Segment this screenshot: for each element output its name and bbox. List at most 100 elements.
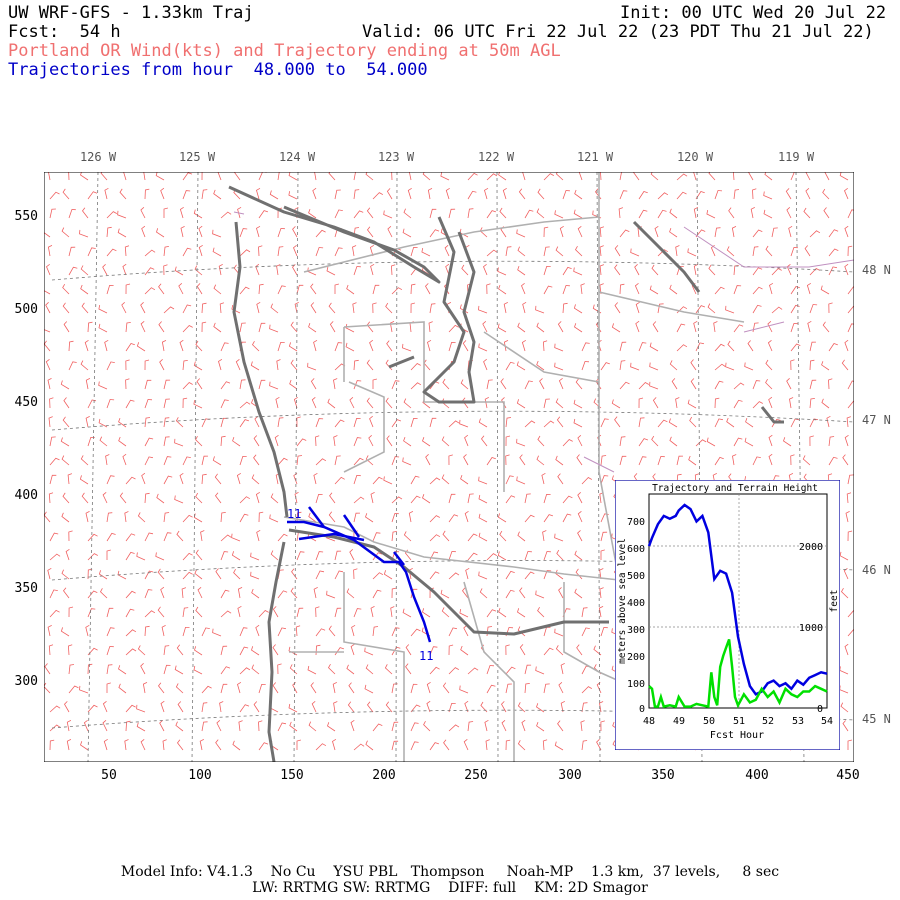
model-info-line2: LW: RRTMG SW: RRTMG DIFF: full KM: 2D Sm… <box>252 880 648 896</box>
wind-barb <box>635 320 640 333</box>
wind-barb <box>708 264 716 276</box>
lon-label: 126 W <box>79 150 117 164</box>
wind-barb <box>220 417 228 428</box>
wind-barb <box>125 399 135 409</box>
wind-barb <box>847 209 854 219</box>
wind-barb <box>442 378 450 390</box>
wind-barb <box>763 191 773 200</box>
wind-barb <box>238 720 243 732</box>
wind-barb <box>747 340 754 352</box>
wind-barb <box>175 721 184 732</box>
wind-barb <box>270 493 279 504</box>
wind-barb <box>144 610 156 618</box>
wind-barb <box>599 283 604 295</box>
wind-barb <box>726 417 735 428</box>
wind-barb <box>562 190 570 200</box>
wind-barb <box>220 342 229 352</box>
lon-label: 120 W <box>676 150 714 164</box>
wind-barb <box>296 438 307 447</box>
wind-barb <box>517 740 526 751</box>
wind-barb <box>351 624 356 637</box>
wind-barb <box>49 532 59 542</box>
wind-barb <box>194 265 203 276</box>
wind-barb <box>482 321 488 333</box>
wind-barb <box>200 530 205 542</box>
wind-barb <box>235 358 241 371</box>
wind-barb <box>239 379 246 390</box>
wind-barb <box>137 645 146 656</box>
wind-barb <box>402 343 412 352</box>
wind-barb <box>405 663 412 675</box>
wind-barb <box>67 644 73 656</box>
wind-barb <box>429 646 438 656</box>
wind-barb <box>448 514 459 523</box>
wind-barb <box>352 302 357 314</box>
wind-barb <box>478 305 488 314</box>
wind-barb <box>842 720 849 732</box>
wind-barb <box>47 378 52 390</box>
wind-barb <box>293 396 298 409</box>
wind-barb <box>516 476 526 485</box>
wind-barb <box>49 553 61 561</box>
wind-barb <box>365 455 374 466</box>
wind-barb <box>239 286 250 295</box>
wind-barb <box>160 700 165 713</box>
wind-barb <box>536 703 545 713</box>
wind-barb <box>201 455 209 466</box>
wind-barb <box>239 228 248 238</box>
wind-barb <box>728 207 735 219</box>
wind-barb <box>85 416 90 428</box>
wind-barb <box>405 644 412 656</box>
state-county-borders <box>283 172 745 762</box>
wind-barb <box>277 533 288 542</box>
wind-barb <box>62 302 70 314</box>
wind-barb <box>516 399 526 409</box>
x-tick-label: 100 <box>188 768 212 783</box>
wind-barb <box>790 172 799 181</box>
wind-barb <box>296 607 304 618</box>
wind-barb <box>163 207 168 218</box>
inset-x-tick: 50 <box>703 716 715 727</box>
wind-barb <box>157 682 165 694</box>
wind-barb <box>49 457 60 466</box>
wind-barb <box>220 435 226 447</box>
wind-barb <box>828 229 839 238</box>
wind-barb <box>329 492 336 504</box>
wind-barb <box>809 435 814 447</box>
wind-barb <box>232 436 241 447</box>
county-lines <box>233 211 854 473</box>
wind-barb <box>695 191 705 200</box>
wind-barb <box>708 172 716 181</box>
wind-barb <box>577 510 583 523</box>
wind-barb <box>805 172 811 181</box>
wind-barb <box>634 264 640 276</box>
wind-barb <box>102 264 108 276</box>
wind-barb <box>391 287 403 295</box>
wind-barb <box>803 207 811 219</box>
forecast-hour: Fcst: 54 h <box>8 22 121 42</box>
wind-barb <box>326 266 336 276</box>
wind-barb <box>218 264 223 276</box>
wind-barb <box>140 738 146 751</box>
wind-barb <box>767 339 773 352</box>
wind-barb <box>312 187 317 200</box>
wind-barb <box>574 323 583 333</box>
x-tick-label: 50 <box>101 768 117 783</box>
wind-barb <box>144 625 150 637</box>
wind-barb <box>118 417 127 428</box>
wind-barb <box>503 302 508 314</box>
wind-barb <box>99 436 108 447</box>
wind-barb <box>353 380 362 390</box>
wind-barb <box>87 553 98 561</box>
wind-barb <box>289 379 298 390</box>
wind-barb <box>144 249 156 257</box>
wind-barb <box>220 551 229 561</box>
wind-barb <box>543 265 551 276</box>
wind-barb <box>258 683 266 694</box>
wind-barb <box>484 187 489 200</box>
wind-barb <box>220 381 231 390</box>
wind-barb <box>554 210 564 219</box>
wind-barb <box>839 685 849 694</box>
wind-barb <box>256 301 261 314</box>
wind-barb <box>296 455 303 466</box>
